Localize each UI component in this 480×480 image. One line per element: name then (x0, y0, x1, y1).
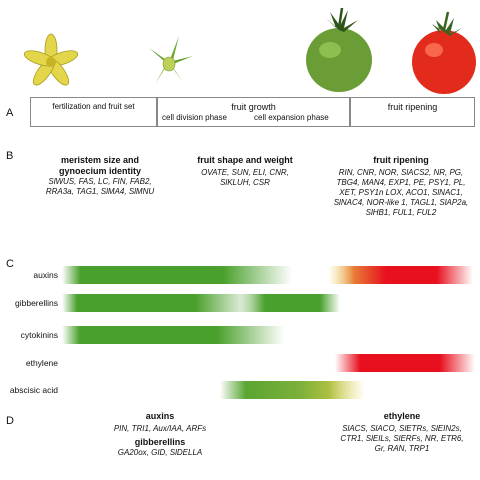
gibberellins-bar-early (62, 294, 252, 312)
auxins-bar-ripening (328, 266, 473, 284)
auxins-title: auxins (145, 411, 175, 421)
panel-c-label: C (6, 258, 14, 270)
shape-genes-line1: OVATE, SUN, ELI, CNR, (201, 168, 289, 177)
shape-group: fruit shape and weight OVATE, SUN, ELI, … (175, 155, 315, 188)
stage-fertilization-box: fertilization and fruit set (30, 97, 157, 127)
hormone-label-ethylene: ethylene (25, 358, 58, 368)
stage-growth-label: fruit growth (231, 102, 276, 112)
panel-a-label: A (6, 107, 14, 119)
hormone-label-auxins: auxins (33, 270, 58, 280)
ripening-genes-line5: SlHB1, FUL1, FUL2 (365, 208, 437, 217)
ethylene-genes-line1: SlACS, SlACO, SlETRs, SlEIN2s, (342, 424, 462, 433)
ripening-title: fruit ripening (373, 155, 429, 165)
gibberellins-genes: GA20ox, GID, SlDELLA (117, 448, 203, 457)
hormone-label-gibberellins: gibberellins (15, 298, 58, 308)
ethylene-genes-line2: CTR1, SlEILs, SlERFs, NR, ETR6, (340, 434, 464, 443)
ethylene-bar (335, 354, 475, 372)
meristem-group: meristem size and gynoecium identity SlW… (20, 155, 180, 197)
green-tomato-illustration (306, 7, 372, 92)
stage-expansion-label: cell expansion phase (254, 113, 329, 122)
ethylene-genes-line3: Gr, RAN, TRP1 (374, 444, 430, 453)
ripening-genes-line2: TBG4, MAN4, EXP1, PE, PSY1, PL, (336, 178, 466, 187)
stage-ripening-label: fruit ripening (387, 102, 438, 112)
stage-fertilization-label: fertilization and fruit set (52, 102, 135, 111)
meristem-title-line2: gynoecium identity (58, 166, 141, 176)
gibberellins-title: gibberellins (134, 437, 186, 447)
abscisic-bar (220, 381, 365, 399)
panel-b-label: B (6, 150, 14, 162)
auxins-genes: PIN, TRI1, Aux/IAA, ARFs (113, 424, 207, 433)
shape-title: fruit shape and weight (197, 155, 293, 165)
stage-ripening-box: fruit ripening (350, 97, 475, 127)
ripening-genes-line4: SlNAC4, NOR-like 1, TAGL1, SlAP2a, (333, 198, 469, 207)
hormone-label-cytokinins: cytokinins (20, 330, 58, 340)
auxins-bar-growth (62, 266, 292, 284)
ripening-genes-line1: RIN, CNR, NOR, SlACS2, NR, PG, (338, 168, 464, 177)
panel-d-label: D (6, 415, 14, 427)
fruit-set-illustration (149, 36, 193, 84)
meristem-title-line1: meristem size and (60, 155, 140, 165)
stage-growth-box: fruit growth cell division phase cell ex… (157, 97, 350, 127)
hormone-label-abscisic: abscisic acid (9, 385, 58, 395)
shape-genes-line2: SlKLUH, CSR (220, 178, 270, 187)
meristem-genes-line1: SlWUS, FAS, LC, FIN, FAB2, (48, 177, 152, 186)
meristem-genes-line2: RRA3a, TAG1, SlMA4, SlMNU (45, 187, 155, 196)
ethylene-genes-group: ethylene SlACS, SlACO, SlETRs, SlEIN2s, … (326, 410, 478, 454)
ethylene-title: ethylene (383, 411, 421, 421)
stage-division-label: cell division phase (162, 113, 227, 122)
auxins-genes-group: auxins PIN, TRI1, Aux/IAA, ARFs gibberel… (85, 410, 235, 458)
cytokinins-bar (62, 326, 284, 344)
flower-illustration (23, 33, 79, 86)
gibberellins-bar-late (240, 294, 340, 312)
red-tomato-illustration (412, 11, 476, 94)
ripening-genes-line3: XET, PSY1n LOX, ACO1, SlNAC1, (339, 188, 463, 197)
ripening-group: fruit ripening RIN, CNR, NOR, SlACS2, NR… (325, 155, 477, 218)
